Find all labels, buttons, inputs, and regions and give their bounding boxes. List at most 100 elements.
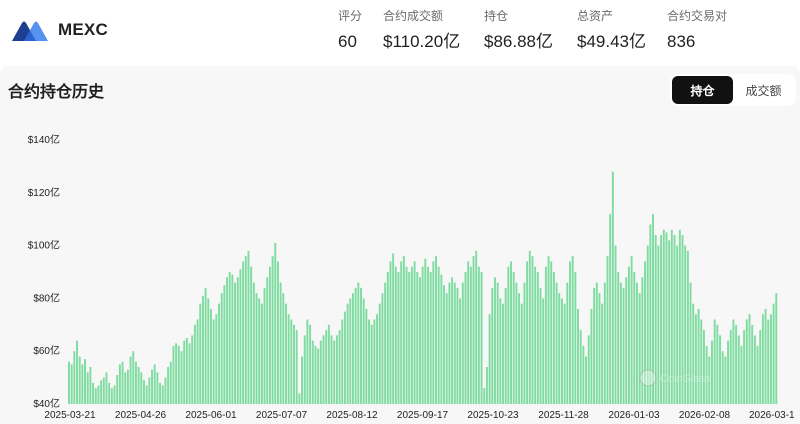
- chart-bar[interactable]: [148, 377, 151, 404]
- chart-bar[interactable]: [394, 266, 397, 404]
- chart-bar[interactable]: [644, 261, 646, 404]
- chart-bar[interactable]: [290, 319, 293, 404]
- chart-bar[interactable]: [172, 345, 175, 404]
- chart-bar[interactable]: [97, 385, 100, 404]
- chart-bar[interactable]: [488, 314, 491, 404]
- chart-bar[interactable]: [397, 272, 400, 404]
- chart-bar[interactable]: [223, 285, 226, 404]
- chart-bar[interactable]: [92, 382, 95, 404]
- chart-bar[interactable]: [448, 282, 451, 404]
- chart-bar[interactable]: [528, 250, 531, 404]
- chart-bar[interactable]: [633, 272, 636, 404]
- chart-bar[interactable]: [338, 330, 341, 404]
- chart-bar[interactable]: [724, 356, 727, 404]
- chart-bar[interactable]: [210, 308, 212, 404]
- chart-bar[interactable]: [362, 298, 365, 404]
- chart-bar[interactable]: [76, 340, 78, 404]
- chart-bar[interactable]: [102, 377, 105, 404]
- chart-bar[interactable]: [416, 272, 419, 404]
- toggle-open-interest[interactable]: 持仓: [672, 76, 733, 104]
- chart-bar[interactable]: [335, 335, 338, 404]
- chart-bar[interactable]: [654, 235, 657, 404]
- chart-bar[interactable]: [199, 303, 202, 404]
- chart-bar[interactable]: [140, 372, 143, 404]
- chart-bar[interactable]: [550, 261, 553, 404]
- chart-bar[interactable]: [212, 319, 215, 404]
- chart-bar[interactable]: [228, 272, 231, 404]
- chart-bar[interactable]: [745, 319, 748, 404]
- chart-bar[interactable]: [266, 277, 269, 404]
- chart-bar[interactable]: [716, 324, 719, 404]
- chart-bar[interactable]: [531, 256, 534, 404]
- chart-bar[interactable]: [180, 351, 183, 404]
- chart-bar[interactable]: [113, 385, 116, 404]
- chart-bar[interactable]: [360, 287, 362, 404]
- chart-bar[interactable]: [595, 282, 598, 404]
- chart-bar[interactable]: [606, 256, 609, 404]
- chart-bar[interactable]: [662, 229, 665, 404]
- chart-bar[interactable]: [263, 287, 266, 404]
- chart-bar[interactable]: [392, 253, 395, 404]
- chart-bar[interactable]: [333, 340, 336, 404]
- chart-bar[interactable]: [587, 335, 590, 404]
- chart-bar[interactable]: [611, 171, 614, 404]
- chart-bar[interactable]: [169, 361, 172, 404]
- chart-bar[interactable]: [614, 245, 617, 404]
- chart-bar[interactable]: [660, 235, 663, 404]
- chart-bar[interactable]: [105, 372, 108, 404]
- chart-bar[interactable]: [494, 277, 496, 404]
- chart-bar[interactable]: [86, 372, 89, 404]
- chart-bar[interactable]: [301, 356, 304, 404]
- chart-bar[interactable]: [319, 340, 322, 404]
- chart-bar[interactable]: [719, 335, 721, 404]
- chart-bar[interactable]: [560, 298, 563, 404]
- chart-bar[interactable]: [676, 245, 679, 404]
- chart-bar[interactable]: [252, 282, 255, 404]
- chart-bar[interactable]: [477, 266, 480, 404]
- chart-bar[interactable]: [753, 335, 756, 404]
- chart-bar[interactable]: [625, 277, 628, 404]
- chart-bar[interactable]: [459, 298, 462, 404]
- chart-bar[interactable]: [499, 298, 502, 404]
- chart-bar[interactable]: [461, 282, 464, 404]
- chart-bar[interactable]: [164, 377, 167, 404]
- chart-bar[interactable]: [547, 256, 550, 404]
- chart-bar[interactable]: [185, 338, 188, 404]
- chart-bar[interactable]: [317, 348, 320, 404]
- chart-bar[interactable]: [429, 272, 432, 404]
- chart-bar[interactable]: [193, 324, 196, 404]
- chart-bar[interactable]: [311, 340, 314, 404]
- chart-bar[interactable]: [711, 340, 713, 404]
- chart-bar[interactable]: [153, 364, 156, 404]
- chart-bar[interactable]: [740, 345, 743, 404]
- chart-bar[interactable]: [585, 356, 588, 404]
- chart-bar[interactable]: [143, 380, 145, 404]
- chart-bar[interactable]: [518, 293, 521, 404]
- chart-bar[interactable]: [78, 356, 81, 404]
- chart-bar[interactable]: [552, 272, 555, 404]
- chart-bar[interactable]: [542, 298, 545, 404]
- chart-bar[interactable]: [440, 274, 443, 404]
- chart-bar[interactable]: [271, 256, 274, 404]
- chart-bar[interactable]: [622, 287, 625, 404]
- chart-bar[interactable]: [298, 393, 301, 404]
- chart-bar[interactable]: [737, 335, 740, 404]
- chart-bar[interactable]: [424, 258, 427, 404]
- chart-bar[interactable]: [70, 364, 73, 404]
- chart-bar[interactable]: [349, 298, 352, 404]
- chart-bar[interactable]: [467, 261, 470, 404]
- chart-bar[interactable]: [636, 282, 638, 404]
- chart-bar[interactable]: [504, 287, 507, 404]
- chart-bar[interactable]: [702, 330, 705, 404]
- chart-bar[interactable]: [68, 361, 70, 404]
- chart-bar[interactable]: [502, 303, 504, 404]
- chart-bar[interactable]: [735, 324, 738, 404]
- chart-bar[interactable]: [536, 272, 539, 404]
- chart-bar[interactable]: [469, 266, 472, 404]
- chart-bar[interactable]: [108, 382, 111, 404]
- chart-bar[interactable]: [218, 303, 220, 404]
- chart-bar[interactable]: [523, 282, 526, 404]
- chart-bar[interactable]: [376, 314, 379, 404]
- chart-bar[interactable]: [713, 319, 716, 404]
- chart-bar[interactable]: [577, 308, 579, 404]
